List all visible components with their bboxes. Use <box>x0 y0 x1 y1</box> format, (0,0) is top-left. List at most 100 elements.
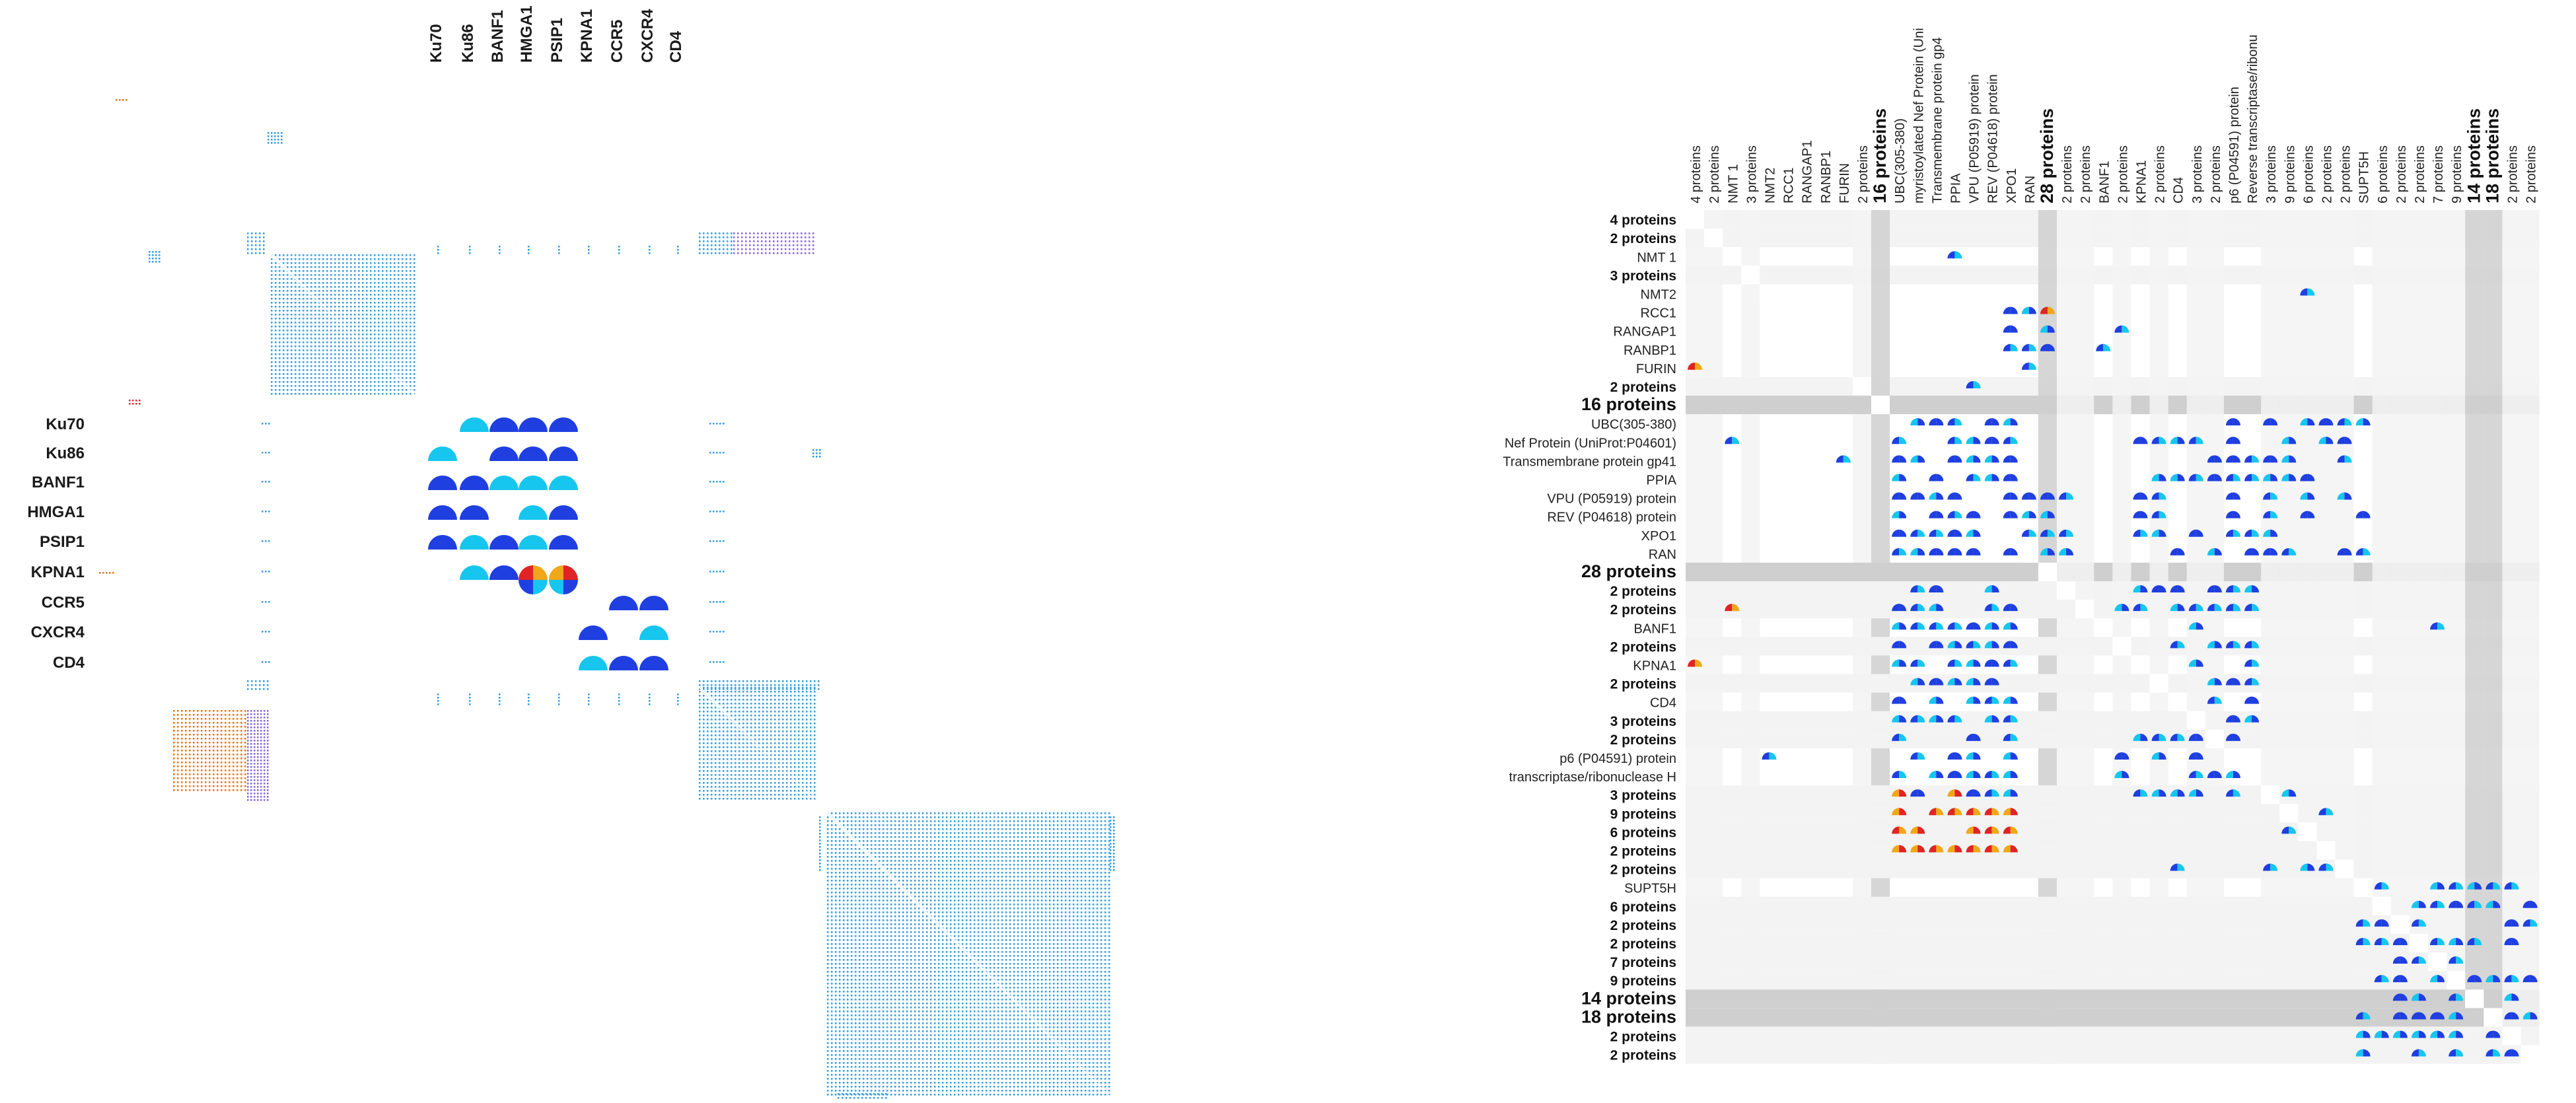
interaction-cell[interactable] <box>1929 604 1944 612</box>
interaction-cell[interactable] <box>2449 993 2464 1001</box>
interaction-cell[interactable] <box>2170 641 2185 649</box>
interaction-cell[interactable] <box>2430 1030 2445 1038</box>
interaction-cell[interactable] <box>2003 455 2018 463</box>
interaction-cell[interactable] <box>1947 659 1962 667</box>
interaction-cell[interactable] <box>1966 733 1981 741</box>
interaction-cell[interactable] <box>1892 845 1907 853</box>
interaction-cell[interactable] <box>2522 919 2538 927</box>
interaction-cell[interactable] <box>2003 604 2018 612</box>
interaction-cell[interactable] <box>2504 937 2519 945</box>
interaction-cell[interactable] <box>2040 306 2055 314</box>
interaction-cell[interactable] <box>2355 1049 2371 1057</box>
interaction-cell[interactable] <box>2003 771 2018 779</box>
interaction-cell[interactable] <box>2522 900 2538 908</box>
interaction-cell[interactable] <box>2188 529 2203 537</box>
interaction-cell[interactable] <box>2281 455 2297 463</box>
interaction-cell[interactable] <box>2021 492 2036 500</box>
interaction-cell[interactable] <box>519 565 548 594</box>
interaction-cell[interactable] <box>2486 975 2501 983</box>
interaction-cell[interactable] <box>460 476 489 490</box>
interaction-cell[interactable] <box>428 505 457 520</box>
interaction-cell[interactable] <box>1929 696 1944 704</box>
interaction-cell[interactable] <box>2225 585 2240 593</box>
interaction-cell[interactable] <box>2449 1012 2464 1020</box>
interaction-cell[interactable] <box>2188 659 2203 667</box>
interaction-cell[interactable] <box>1966 845 1981 853</box>
interaction-cell[interactable] <box>2430 622 2445 630</box>
interaction-cell[interactable] <box>2133 529 2148 537</box>
interaction-cell[interactable] <box>2244 715 2260 723</box>
interaction-cell[interactable] <box>2392 975 2408 983</box>
interaction-cell[interactable] <box>2003 696 2018 704</box>
interaction-cell[interactable] <box>519 417 548 432</box>
interaction-cell[interactable] <box>2411 1012 2426 1020</box>
interaction-cell[interactable] <box>639 625 668 640</box>
interaction-cell[interactable] <box>609 656 638 670</box>
interaction-cell[interactable] <box>2170 789 2185 797</box>
interaction-cell[interactable] <box>2281 826 2297 834</box>
interaction-cell[interactable] <box>2318 808 2334 816</box>
interaction-cell[interactable] <box>2337 418 2352 426</box>
interaction-cell[interactable] <box>489 535 519 550</box>
interaction-cell[interactable] <box>460 505 489 520</box>
interaction-cell[interactable] <box>2337 492 2352 500</box>
interaction-cell[interactable] <box>1892 641 1907 649</box>
interaction-cell[interactable] <box>1947 511 1962 518</box>
interaction-cell[interactable] <box>2003 715 2018 723</box>
interaction-cell[interactable] <box>1892 437 1907 445</box>
interaction-cell[interactable] <box>1984 826 1999 834</box>
interaction-cell[interactable] <box>2151 511 2166 518</box>
interaction-cell[interactable] <box>2133 789 2148 797</box>
interaction-cell[interactable] <box>2170 548 2185 555</box>
interaction-cell[interactable] <box>639 596 668 610</box>
interaction-cell[interactable] <box>2151 437 2166 445</box>
interaction-cell[interactable] <box>2374 882 2389 890</box>
interaction-cell[interactable] <box>1947 529 1962 537</box>
interaction-cell[interactable] <box>2151 789 2166 797</box>
interaction-cell[interactable] <box>2225 733 2240 741</box>
interaction-cell[interactable] <box>2188 733 2203 741</box>
interaction-cell[interactable] <box>2300 492 2315 500</box>
interaction-cell[interactable] <box>1688 362 1703 370</box>
interaction-cell[interactable] <box>1892 789 1907 797</box>
interaction-cell[interactable] <box>2151 474 2166 481</box>
interaction-cell[interactable] <box>2170 437 2185 445</box>
interaction-cell[interactable] <box>1947 641 1962 649</box>
interaction-cell[interactable] <box>2337 548 2352 555</box>
interaction-cell[interactable] <box>460 565 489 580</box>
interaction-cell[interactable] <box>2207 585 2222 593</box>
interaction-cell[interactable] <box>2003 306 2018 314</box>
interaction-cell[interactable] <box>1966 771 1981 779</box>
interaction-cell[interactable] <box>1966 696 1981 704</box>
interaction-cell[interactable] <box>2504 919 2519 927</box>
interaction-cell[interactable] <box>1910 678 1925 686</box>
interaction-cell[interactable] <box>2133 604 2148 612</box>
interaction-cell[interactable] <box>639 656 668 670</box>
interaction-cell[interactable] <box>2003 474 2018 481</box>
interaction-cell[interactable] <box>2411 993 2426 1001</box>
interaction-cell[interactable] <box>2225 529 2240 537</box>
interaction-cell[interactable] <box>2040 548 2055 555</box>
interaction-cell[interactable] <box>2337 455 2352 463</box>
interaction-cell[interactable] <box>2207 455 2222 463</box>
interaction-cell[interactable] <box>1910 529 1925 537</box>
interaction-cell[interactable] <box>2207 696 2222 704</box>
interaction-cell[interactable] <box>2449 1049 2464 1057</box>
interaction-cell[interactable] <box>579 656 608 670</box>
interaction-cell[interactable] <box>1929 622 1944 630</box>
interaction-cell[interactable] <box>2263 511 2278 518</box>
interaction-cell[interactable] <box>428 476 457 490</box>
interaction-cell[interactable] <box>1947 437 1962 445</box>
interaction-cell[interactable] <box>1947 455 1962 463</box>
interaction-cell[interactable] <box>1910 826 1925 834</box>
interaction-cell[interactable] <box>2449 900 2464 908</box>
interaction-cell[interactable] <box>1910 418 1925 426</box>
interaction-cell[interactable] <box>1910 715 1925 723</box>
interaction-cell[interactable] <box>2170 863 2185 871</box>
interaction-cell[interactable] <box>2263 863 2278 871</box>
interaction-cell[interactable] <box>2003 325 2018 333</box>
interaction-cell[interactable] <box>1929 715 1944 723</box>
interaction-cell[interactable] <box>2003 659 2018 667</box>
interaction-cell[interactable] <box>2225 771 2240 779</box>
interaction-cell[interactable] <box>2244 678 2260 686</box>
